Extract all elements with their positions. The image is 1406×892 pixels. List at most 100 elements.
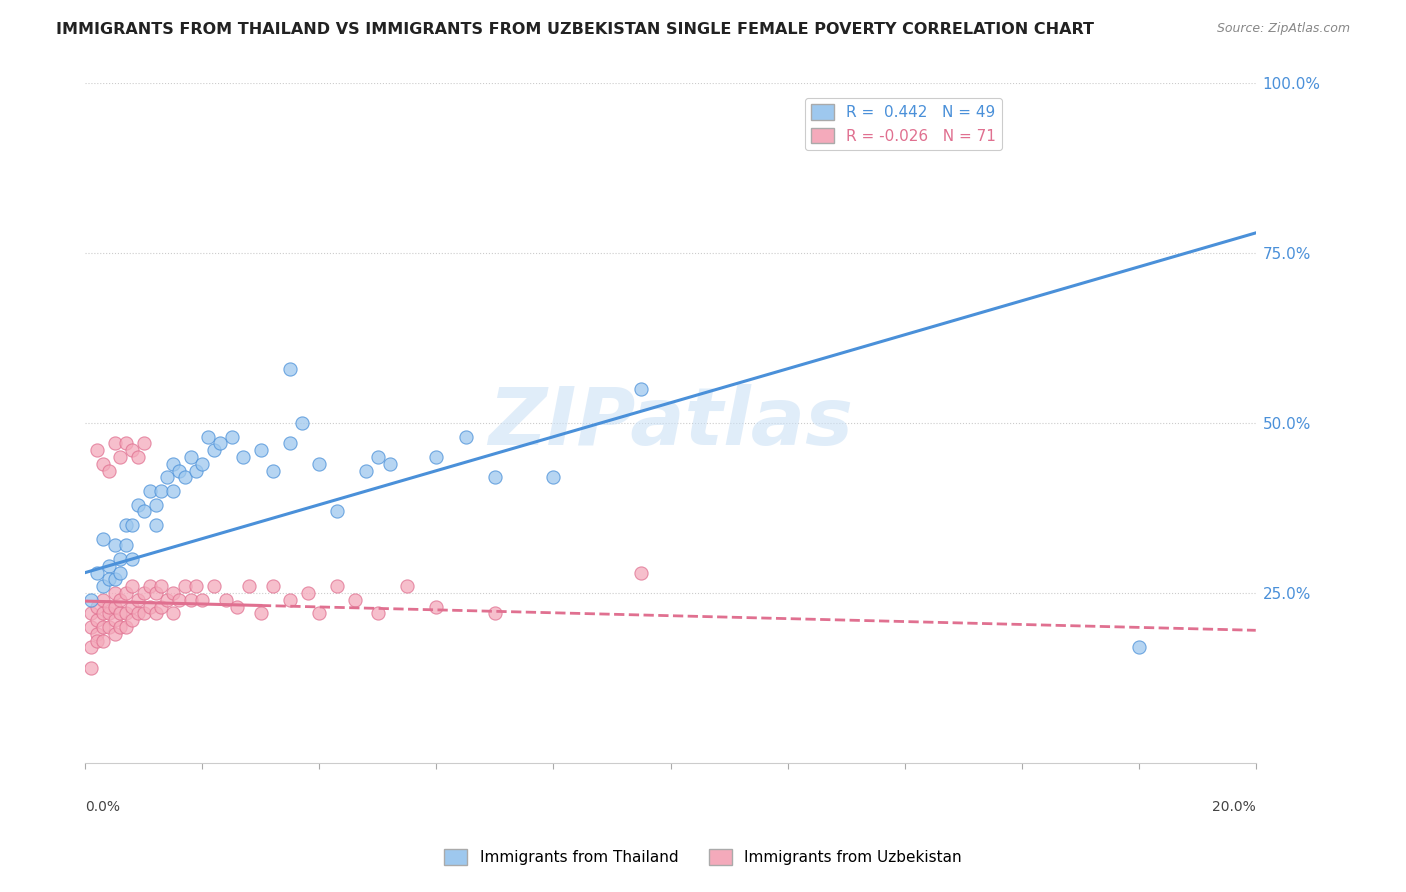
- Point: [103, 586, 125, 600]
- Point: [110, 566, 132, 580]
- Point: [484, 470, 506, 484]
- Point: [186, 464, 208, 478]
- Point: [91, 633, 114, 648]
- Point: [121, 579, 143, 593]
- Point: [630, 566, 652, 580]
- Point: [202, 579, 225, 593]
- Point: [173, 579, 195, 593]
- Point: [115, 436, 138, 450]
- Point: [156, 592, 179, 607]
- Point: [103, 436, 125, 450]
- Text: ZIPatlas: ZIPatlas: [488, 384, 853, 462]
- Point: [425, 450, 447, 464]
- Point: [278, 592, 301, 607]
- Point: [543, 470, 565, 484]
- Point: [156, 470, 179, 484]
- Text: IMMIGRANTS FROM THAILAND VS IMMIGRANTS FROM UZBEKISTAN SINGLE FEMALE POVERTY COR: IMMIGRANTS FROM THAILAND VS IMMIGRANTS F…: [56, 22, 1094, 37]
- Point: [162, 457, 184, 471]
- Legend: R =  0.442   N = 49, R = -0.026   N = 71: R = 0.442 N = 49, R = -0.026 N = 71: [806, 98, 1002, 150]
- Point: [121, 599, 143, 614]
- Point: [97, 573, 120, 587]
- Point: [150, 484, 173, 499]
- Point: [80, 640, 103, 655]
- Point: [115, 538, 138, 552]
- Point: [484, 607, 506, 621]
- Point: [91, 620, 114, 634]
- Point: [127, 498, 149, 512]
- Point: [278, 361, 301, 376]
- Point: [97, 620, 120, 634]
- Point: [215, 592, 238, 607]
- Point: [162, 607, 184, 621]
- Point: [378, 457, 401, 471]
- Point: [121, 552, 143, 566]
- Point: [262, 464, 284, 478]
- Point: [367, 450, 389, 464]
- Point: [103, 573, 125, 587]
- Point: [127, 607, 149, 621]
- Point: [167, 592, 190, 607]
- Point: [103, 599, 125, 614]
- Point: [138, 599, 160, 614]
- Point: [191, 592, 214, 607]
- Point: [326, 504, 349, 518]
- Point: [262, 579, 284, 593]
- Point: [208, 436, 231, 450]
- Point: [202, 443, 225, 458]
- Point: [162, 484, 184, 499]
- Point: [86, 566, 108, 580]
- Point: [291, 416, 314, 430]
- Point: [278, 436, 301, 450]
- Point: [150, 579, 173, 593]
- Point: [80, 607, 103, 621]
- Point: [91, 579, 114, 593]
- Point: [132, 504, 155, 518]
- Point: [238, 579, 260, 593]
- Point: [91, 607, 114, 621]
- Point: [80, 620, 103, 634]
- Point: [103, 613, 125, 627]
- Point: [86, 599, 108, 614]
- Point: [110, 620, 132, 634]
- Point: [180, 592, 202, 607]
- Point: [86, 633, 108, 648]
- Point: [132, 436, 155, 450]
- Point: [110, 552, 132, 566]
- Point: [145, 498, 167, 512]
- Point: [1128, 640, 1150, 655]
- Point: [180, 450, 202, 464]
- Point: [115, 586, 138, 600]
- Point: [132, 607, 155, 621]
- Point: [145, 586, 167, 600]
- Point: [91, 457, 114, 471]
- Point: [425, 599, 447, 614]
- Point: [86, 443, 108, 458]
- Point: [197, 430, 219, 444]
- Point: [308, 457, 330, 471]
- Point: [145, 518, 167, 533]
- Point: [91, 532, 114, 546]
- Point: [80, 661, 103, 675]
- Point: [138, 484, 160, 499]
- Point: [110, 607, 132, 621]
- Point: [110, 592, 132, 607]
- Point: [91, 592, 114, 607]
- Point: [127, 450, 149, 464]
- Point: [121, 443, 143, 458]
- Point: [127, 592, 149, 607]
- Point: [110, 450, 132, 464]
- Point: [226, 599, 249, 614]
- Point: [150, 599, 173, 614]
- Point: [630, 382, 652, 396]
- Point: [97, 464, 120, 478]
- Point: [326, 579, 349, 593]
- Point: [343, 592, 366, 607]
- Text: 20.0%: 20.0%: [1212, 800, 1256, 814]
- Point: [250, 607, 273, 621]
- Point: [145, 607, 167, 621]
- Text: 0.0%: 0.0%: [86, 800, 121, 814]
- Point: [132, 586, 155, 600]
- Text: Source: ZipAtlas.com: Source: ZipAtlas.com: [1216, 22, 1350, 36]
- Point: [454, 430, 477, 444]
- Point: [250, 443, 273, 458]
